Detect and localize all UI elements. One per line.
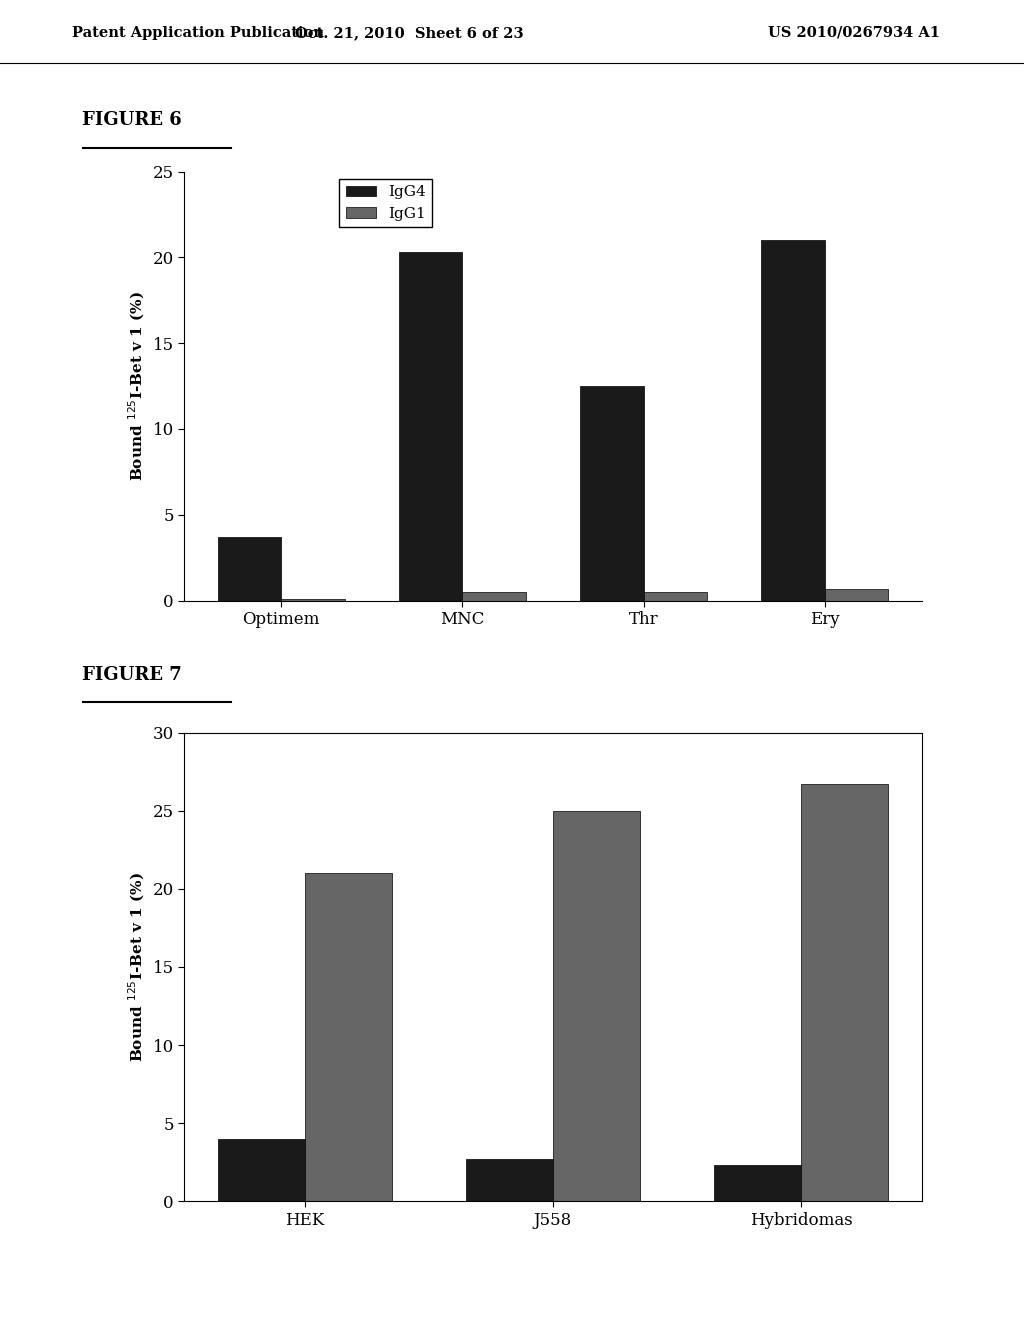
Bar [466, 1159, 553, 1201]
Bar [715, 1166, 801, 1201]
Bar [801, 784, 888, 1201]
Bar [282, 599, 345, 601]
Bar [463, 591, 525, 601]
Legend: IgG4, IgG1: IgG4, IgG1 [339, 180, 432, 227]
Text: Patent Application Publication: Patent Application Publication [72, 26, 324, 40]
Bar [761, 240, 824, 601]
Text: FIGURE 6: FIGURE 6 [82, 111, 181, 129]
Bar [305, 874, 391, 1201]
Y-axis label: Bound $^{125}$I-Bet v 1 (%): Bound $^{125}$I-Bet v 1 (%) [127, 290, 147, 482]
Bar [553, 810, 640, 1201]
Bar [824, 589, 888, 601]
Bar [581, 385, 643, 601]
Bar [218, 537, 282, 601]
Y-axis label: Bound $^{125}$I-Bet v 1 (%): Bound $^{125}$I-Bet v 1 (%) [127, 871, 147, 1063]
Bar [218, 1139, 305, 1201]
Text: Oct. 21, 2010  Sheet 6 of 23: Oct. 21, 2010 Sheet 6 of 23 [295, 26, 524, 40]
Text: FIGURE 7: FIGURE 7 [82, 665, 181, 684]
Bar [399, 252, 463, 601]
Text: US 2010/0267934 A1: US 2010/0267934 A1 [768, 26, 940, 40]
Bar [643, 591, 707, 601]
